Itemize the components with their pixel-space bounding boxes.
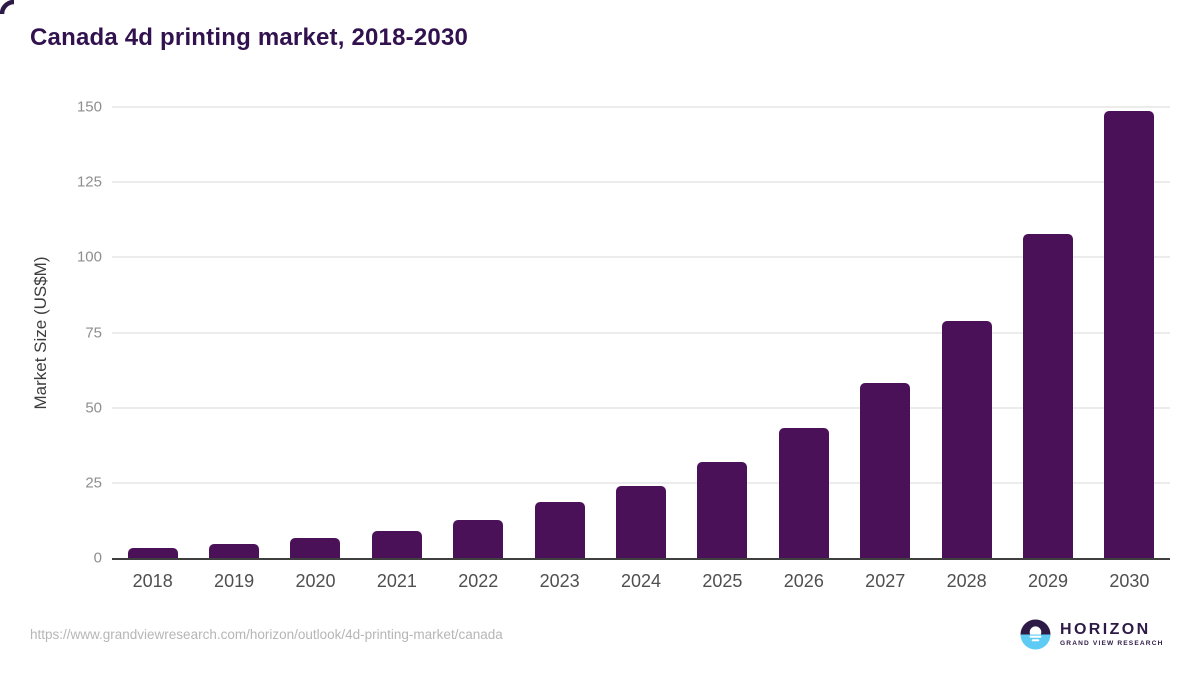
x-tick-label-2022: 2022	[458, 571, 499, 591]
bar-column-2020: 2020	[275, 107, 356, 591]
bar-column-2026: 2026	[763, 107, 844, 591]
bar-2026[interactable]	[778, 428, 829, 558]
x-tick-label-2023: 2023	[539, 571, 580, 591]
x-tick-label-2029: 2029	[1027, 571, 1069, 591]
gridline-75	[112, 331, 1170, 334]
corner-border-artifact	[0, 0, 15, 15]
gridline-150	[112, 106, 1170, 108]
bar-2028[interactable]	[941, 321, 992, 558]
bar-2022[interactable]	[453, 520, 504, 558]
horizon-logo[interactable]: HORIZON GRAND VIEW RESEARCH	[1020, 619, 1164, 650]
x-tick-label-2030: 2030	[1109, 571, 1150, 591]
x-tick-label-2018: 2018	[132, 571, 173, 591]
gridline-50	[112, 406, 1170, 409]
bar-column-2029: 2029	[1007, 107, 1088, 591]
gridline-25	[112, 481, 1170, 484]
y-tick-label-50: 50	[85, 399, 102, 417]
bar-column-2025: 2025	[682, 107, 763, 591]
x-tick-label-2020: 2020	[295, 571, 336, 591]
x-tick-label-2021: 2021	[376, 571, 417, 591]
source-url: https://www.grandviewresearch.com/horizo…	[30, 627, 503, 642]
gridline-100	[112, 256, 1170, 259]
x-tick-label-2025: 2025	[702, 571, 743, 591]
plot-area: 2018 2019 2020 2021 2022 2023 2024 2025 2026 2027…	[112, 106, 1170, 591]
bar-column-2021: 2021	[356, 107, 437, 591]
bar-column-2019: 2019	[193, 107, 274, 591]
bar-2018[interactable]	[127, 547, 178, 558]
gridline-125	[112, 181, 1170, 184]
bar-2019[interactable]	[209, 544, 260, 558]
y-tick-labels: 0 25 50 75 100 125 150	[0, 100, 102, 566]
horizon-logo-icon	[1020, 619, 1051, 650]
chart-title: Canada 4d printing market, 2018-2030	[30, 24, 469, 51]
bar-column-2027: 2027	[845, 107, 926, 591]
bar-2023[interactable]	[534, 502, 585, 558]
bar-column-2022: 2022	[438, 107, 519, 591]
bar-2021[interactable]	[371, 530, 422, 558]
x-tick-label-2028: 2028	[946, 571, 987, 591]
y-tick-label-0: 0	[93, 549, 102, 567]
y-tick-label-25: 25	[85, 474, 102, 492]
y-tick-label-125: 125	[76, 173, 102, 191]
x-tick-label-2019: 2019	[214, 571, 255, 591]
y-tick-label-75: 75	[85, 324, 102, 341]
y-tick-label-100: 100	[76, 248, 102, 266]
bar-column-2028: 2028	[926, 107, 1007, 591]
x-tick-label-2024: 2024	[621, 571, 662, 591]
y-tick-label-150: 150	[76, 98, 102, 116]
bar-2025[interactable]	[697, 461, 748, 558]
bar-column-2018: 2018	[112, 107, 193, 591]
bar-2020[interactable]	[290, 538, 341, 558]
bars: 2018 2019 2020 2021 2022 2023 2024 2025 2026 2027…	[112, 107, 1170, 591]
bar-2030[interactable]	[1104, 110, 1155, 558]
x-tick-label-2026: 2026	[783, 571, 824, 591]
bar-2027[interactable]	[860, 383, 911, 558]
logo-subtitle: GRAND VIEW RESEARCH	[1060, 639, 1164, 647]
logo-name: HORIZON	[1060, 620, 1151, 638]
bar-column-2024: 2024	[600, 107, 681, 591]
horizon-logo-text: HORIZON GRAND VIEW RESEARCH	[1060, 620, 1164, 648]
bar-2024[interactable]	[616, 485, 667, 558]
bar-column-2023: 2023	[519, 107, 600, 591]
x-tick-label-2027: 2027	[865, 571, 906, 591]
bar-column-2030: 2030	[1089, 107, 1170, 591]
bar-2029[interactable]	[1022, 234, 1073, 558]
